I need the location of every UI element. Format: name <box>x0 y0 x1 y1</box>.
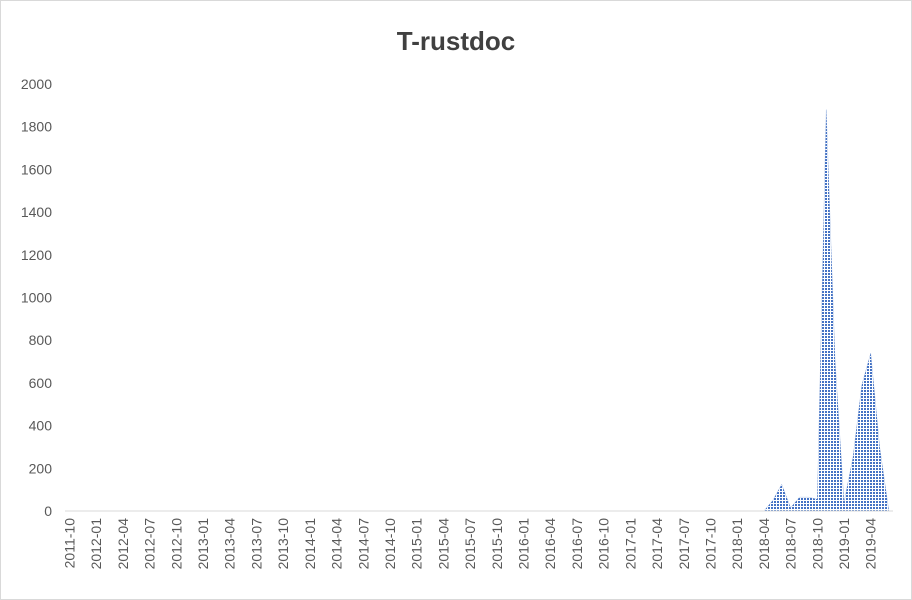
y-tick-label: 1000 <box>21 290 52 306</box>
x-tick-label: 2017-01 <box>622 518 638 570</box>
x-tick-label: 2011-10 <box>61 518 77 569</box>
x-tick-label: 2018-10 <box>809 518 825 570</box>
y-tick-label: 1800 <box>21 119 52 135</box>
y-tick-label: 800 <box>29 332 53 348</box>
x-tick-label: 2019-01 <box>836 518 852 570</box>
x-tick-label: 2013-10 <box>275 518 291 570</box>
x-tick-label: 2012-10 <box>168 518 184 570</box>
x-tick-label: 2016-01 <box>516 518 532 570</box>
x-tick-label: 2013-07 <box>248 518 264 570</box>
x-tick-label: 2015-01 <box>409 518 425 570</box>
x-tick-label: 2012-01 <box>88 518 104 570</box>
x-tick-label: 2012-07 <box>142 518 158 570</box>
x-tick-label: 2018-07 <box>783 518 799 570</box>
x-tick-label: 2017-04 <box>649 518 665 570</box>
x-tick-label: 2014-04 <box>329 518 345 570</box>
x-tick-label: 2016-10 <box>596 518 612 570</box>
x-tick-label: 2018-04 <box>756 518 772 570</box>
y-tick-label: 1600 <box>21 161 52 177</box>
x-tick-label: 2014-07 <box>355 518 371 570</box>
y-tick-label: 600 <box>29 375 53 391</box>
y-tick-label: 1200 <box>21 247 52 263</box>
x-tick-label: 2014-01 <box>302 518 318 570</box>
x-tick-label: 2016-04 <box>542 518 558 570</box>
chart-title: T-rustdoc <box>397 26 515 56</box>
y-tick-label: 200 <box>29 460 53 476</box>
x-tick-label: 2012-04 <box>115 518 131 570</box>
x-tick-label: 2013-04 <box>222 518 238 570</box>
y-tick-label: 0 <box>44 503 52 519</box>
x-tick-label: 2017-10 <box>702 518 718 570</box>
x-tick-label: 2018-01 <box>729 518 745 570</box>
x-tick-label: 2016-07 <box>569 518 585 570</box>
x-tick-label: 2015-10 <box>489 518 505 570</box>
y-tick-label: 1400 <box>21 204 52 220</box>
x-tick-label: 2015-04 <box>435 518 451 570</box>
x-tick-label: 2019-04 <box>863 518 879 570</box>
x-tick-label: 2014-10 <box>382 518 398 570</box>
x-tick-label: 2015-07 <box>462 518 478 570</box>
y-tick-label: 2000 <box>21 76 52 92</box>
y-tick-label: 400 <box>29 418 53 434</box>
x-tick-label: 2013-01 <box>195 518 211 570</box>
x-tick-label: 2017-07 <box>676 518 692 570</box>
